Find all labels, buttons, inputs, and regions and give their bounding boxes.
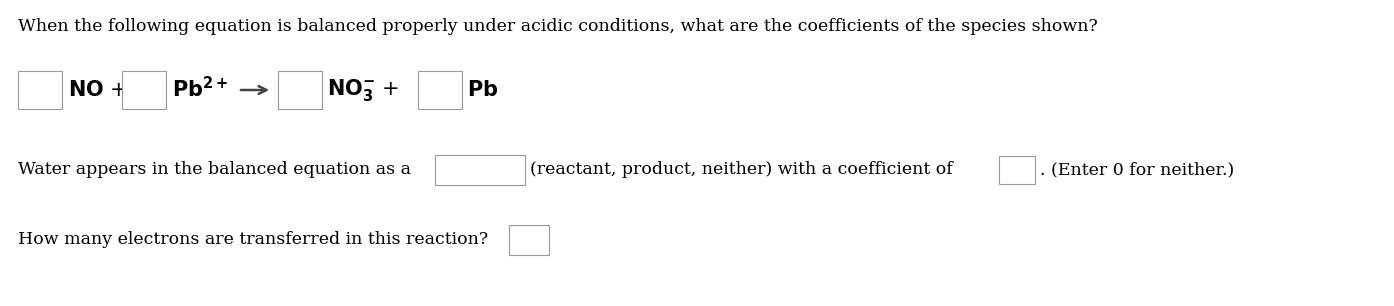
Text: (reactant, product, neither) with a coefficient of: (reactant, product, neither) with a coef… xyxy=(530,162,952,178)
Text: $\mathbf{NO_3^{-}}$ +: $\mathbf{NO_3^{-}}$ + xyxy=(328,77,399,103)
Bar xyxy=(999,156,1034,184)
Text: When the following equation is balanced properly under acidic conditions, what a: When the following equation is balanced … xyxy=(18,18,1097,35)
Bar xyxy=(435,155,526,185)
Bar xyxy=(418,71,461,109)
Text: $\mathbf{Pb}$: $\mathbf{Pb}$ xyxy=(467,80,498,100)
Bar xyxy=(509,225,549,255)
Bar xyxy=(123,71,166,109)
Bar xyxy=(277,71,322,109)
Text: . (Enter 0 for neither.): . (Enter 0 for neither.) xyxy=(1040,162,1234,178)
Text: $\mathbf{Pb^{2+}}$: $\mathbf{Pb^{2+}}$ xyxy=(171,76,229,102)
Bar xyxy=(18,71,61,109)
Text: How many electrons are transferred in this reaction?: How many electrons are transferred in th… xyxy=(18,232,488,248)
Text: Water appears in the balanced equation as a: Water appears in the balanced equation a… xyxy=(18,162,411,178)
Text: $\mathbf{NO}$ +: $\mathbf{NO}$ + xyxy=(68,80,127,100)
